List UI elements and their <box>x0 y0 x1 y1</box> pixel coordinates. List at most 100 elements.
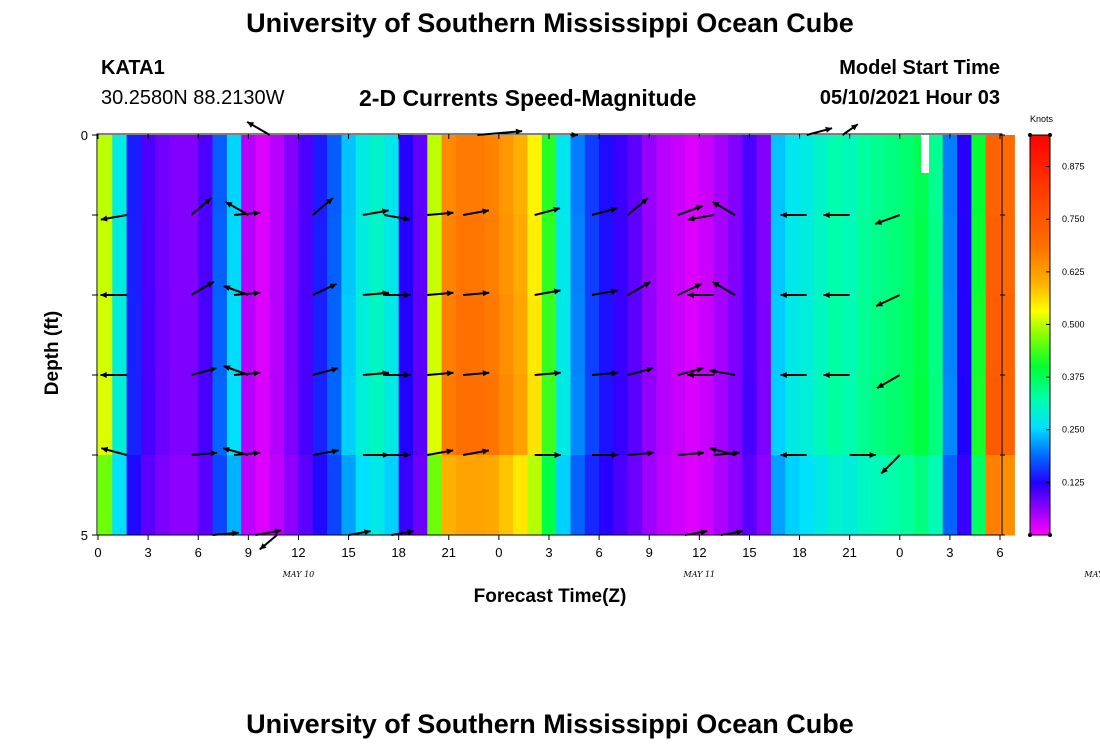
heatmap-cell <box>198 295 214 376</box>
heatmap-cell <box>141 455 156 536</box>
heatmap-cell <box>441 375 457 456</box>
x-tick-label: 12 <box>291 545 305 560</box>
heatmap-cell <box>183 455 199 536</box>
arrow-head <box>687 372 694 378</box>
heatmap-cell <box>441 295 457 376</box>
heatmap-cell <box>413 295 428 376</box>
heatmap-cell <box>355 455 371 536</box>
arrow-head <box>446 448 454 455</box>
arrow-head <box>382 208 389 215</box>
date-label: MAY 10 <box>282 570 315 579</box>
heatmap-cell <box>141 375 156 456</box>
chart-subtitle: 2-D Currents Speed-Magnitude <box>359 85 697 111</box>
arrow-head <box>209 366 217 373</box>
heatmap-cell <box>899 455 915 536</box>
heatmap-cell <box>327 375 342 456</box>
arrow-head <box>223 285 231 291</box>
heatmap-cell <box>527 455 543 536</box>
heatmap-cell <box>713 215 729 296</box>
heatmap-cell <box>957 375 972 456</box>
heatmap-cell <box>642 375 657 456</box>
current-arrow <box>362 208 389 216</box>
heatmap-cell <box>670 455 686 536</box>
heatmap-cell <box>169 375 185 456</box>
heatmap-cell <box>584 375 600 456</box>
heatmap-cell <box>828 295 844 376</box>
heatmap-cell <box>226 375 242 456</box>
arrow-head <box>825 126 833 133</box>
heatmap-cell <box>713 295 729 376</box>
x-tick-label: 15 <box>341 545 355 560</box>
heatmap-cell <box>756 215 772 296</box>
colorbar-end-dot <box>1028 133 1032 137</box>
heatmap-cell <box>255 455 271 536</box>
current-arrow <box>874 214 901 225</box>
heatmap-cell <box>327 455 342 536</box>
heatmap-cell <box>957 455 972 536</box>
heatmap-cell <box>198 135 214 216</box>
heatmap-cell <box>685 295 700 376</box>
arrow-head <box>403 215 411 222</box>
heatmap-cell <box>856 215 872 296</box>
heatmap-cell <box>728 375 743 456</box>
heatmap-cell <box>255 375 271 456</box>
heatmap-cell <box>341 215 357 296</box>
heatmap-cell <box>556 375 572 456</box>
heatmap-cell <box>799 455 815 536</box>
heatmap-cell <box>370 375 385 456</box>
arrow-head <box>364 529 371 536</box>
heatmap-cell <box>928 215 944 296</box>
arrow-head <box>823 212 830 218</box>
heatmap-cell <box>527 295 543 376</box>
x-tick-label: 6 <box>195 545 202 560</box>
model-start-time: 05/10/2021 Hour 03 <box>819 87 1000 109</box>
heatmap-cell <box>856 375 872 456</box>
heatmap-cell <box>384 135 400 216</box>
current-arrow <box>849 452 876 458</box>
x-tick-label: 0 <box>495 545 502 560</box>
heatmap-cell <box>298 295 314 376</box>
heatmap-cell <box>627 375 643 456</box>
heatmap-cell <box>842 135 858 216</box>
heatmap-cell <box>728 295 743 376</box>
current-arrow <box>627 366 654 376</box>
heatmap-cell <box>155 455 171 536</box>
arrow-head <box>274 528 282 535</box>
colorbar-bar <box>1029 134 1051 536</box>
heatmap-cell <box>942 455 958 536</box>
heatmap-cell <box>842 455 858 536</box>
heatmap-cell <box>513 375 529 456</box>
current-arrow <box>384 372 411 378</box>
heatmap-cell <box>112 455 128 536</box>
current-arrow <box>711 201 736 216</box>
heatmap-cell <box>842 375 858 456</box>
current-arrow <box>190 197 212 216</box>
heatmap-cell <box>241 215 257 296</box>
heatmap-cell <box>198 375 214 456</box>
arrow-head <box>331 448 339 455</box>
current-arrow <box>687 372 714 378</box>
heatmap-cell <box>599 215 614 296</box>
heatmap-cell <box>226 455 242 536</box>
current-arrow <box>684 529 708 536</box>
heatmap-cell <box>813 135 829 216</box>
heatmap-cell <box>756 455 772 536</box>
heatmap-cell <box>155 295 171 376</box>
arrow-head <box>709 446 717 453</box>
heatmap-cell <box>541 375 557 456</box>
heatmap-cell <box>613 375 629 456</box>
arrow-head <box>696 366 704 373</box>
heatmap-cell <box>455 455 471 536</box>
heatmap-cell <box>441 135 457 216</box>
current-arrow <box>427 448 454 456</box>
heatmap-cell <box>599 375 614 456</box>
heatmap-cell <box>699 455 715 536</box>
x-tick-label: 18 <box>391 545 405 560</box>
heatmap-cell <box>312 375 328 456</box>
current-arrow <box>463 370 490 377</box>
heatmap-cell <box>813 455 829 536</box>
x-tick-label: 18 <box>792 545 806 560</box>
arrow-head <box>780 372 787 378</box>
heatmap-cell <box>541 295 557 376</box>
heatmap-cell <box>713 135 729 216</box>
